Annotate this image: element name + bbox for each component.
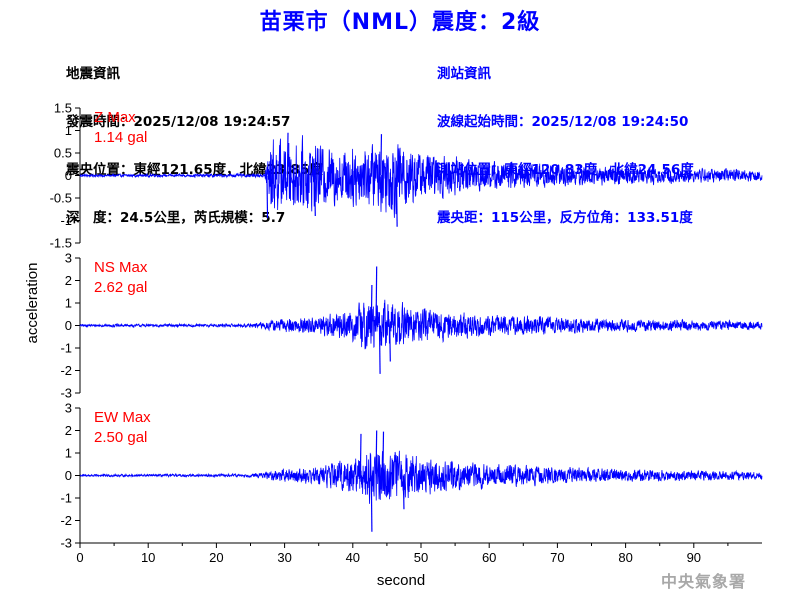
max-value-z: 1.14 gal: [94, 129, 147, 146]
x-tick-label: 70: [550, 550, 564, 565]
max-label-ns: NS Max: [94, 259, 148, 276]
origin-time: 發震時間：2025/12/08 19:24:57: [66, 114, 291, 130]
y-tick-label: 3: [65, 251, 72, 266]
y-tick-label: -1: [60, 491, 72, 506]
y-tick-label: 2: [65, 423, 72, 438]
quake-info: 地震資訊 發震時間：2025/12/08 19:24:57 震央位置：東經121…: [66, 34, 323, 242]
x-tick-label: 40: [346, 550, 360, 565]
waveform-peak: [266, 175, 269, 219]
waveform-peak: [370, 284, 373, 326]
waveform-trace-ns: [79, 299, 763, 350]
waveform-peak: [359, 433, 362, 476]
y-tick-label: 1.5: [54, 101, 72, 116]
y-tick-label: 3: [65, 401, 72, 416]
y-tick-label: -0.5: [50, 191, 72, 206]
y-tick-label: 2: [65, 273, 72, 288]
waveform-peak: [382, 431, 385, 476]
y-tick-label: 0: [65, 168, 72, 183]
waveform-start-time: 波線起始時間：2025/12/08 19:24:50: [437, 114, 689, 130]
agency-watermark: 中央氣象署: [660, 572, 746, 591]
station-info-heading: 測站資訊: [437, 66, 491, 82]
waveform-peak: [395, 175, 398, 227]
quake-info-heading: 地震資訊: [66, 66, 120, 82]
x-tick-label: 0: [76, 550, 83, 565]
y-tick-label: 1: [65, 296, 72, 311]
waveform-peak: [286, 132, 289, 176]
max-label-z: Z Max: [94, 109, 136, 126]
waveform-peak: [378, 325, 381, 374]
x-axis-label: second: [377, 572, 425, 589]
y-tick-label: -1: [60, 341, 72, 356]
x-tick-label: 90: [687, 550, 701, 565]
max-value-ns: 2.62 gal: [94, 279, 147, 296]
waveform-peak: [314, 175, 316, 217]
waveform-peak: [375, 266, 378, 326]
y-tick-label: -2: [60, 363, 72, 378]
y-tick-label: -3: [60, 536, 72, 551]
y-tick-label: -3: [60, 386, 72, 401]
x-tick-label: 60: [482, 550, 496, 565]
max-label-ew: EW Max: [94, 409, 151, 426]
epicentral-distance: 震央距：115公里，反方位角：133.51度: [437, 210, 693, 226]
x-tick-label: 10: [141, 550, 155, 565]
x-tick-label: 20: [209, 550, 223, 565]
waveform-trace-z: [79, 135, 763, 218]
y-tick-label: -1.5: [50, 236, 72, 251]
max-value-ew: 2.50 gal: [94, 429, 147, 446]
y-tick-label: 1: [65, 123, 72, 138]
station-info: 測站資訊 波線起始時間：2025/12/08 19:24:50 測站位置：東經1…: [437, 34, 694, 242]
y-tick-label: 0: [65, 468, 72, 483]
x-tick-label: 50: [414, 550, 428, 565]
x-tick-label: 30: [277, 550, 291, 565]
y-tick-label: -1: [60, 213, 72, 228]
waveform-peak: [389, 325, 391, 362]
y-tick-label: 0.5: [54, 146, 72, 161]
waveform-peak: [402, 475, 405, 510]
waveform-trace-ew: [79, 450, 763, 504]
y-tick-label: 1: [65, 446, 72, 461]
chart-title: 苗栗市（NML）震度：2級: [259, 10, 541, 35]
waveform-peak: [375, 430, 378, 476]
waveform-peak: [380, 134, 383, 176]
waveform-peak: [370, 475, 373, 532]
depth-magnitude: 深 度：24.5公里，芮氏規模：5.7: [66, 210, 286, 226]
y-tick-label: 0: [65, 318, 72, 333]
y-axis-label: acceleration: [24, 263, 41, 344]
x-tick-label: 80: [618, 550, 632, 565]
y-tick-label: -2: [60, 513, 72, 528]
